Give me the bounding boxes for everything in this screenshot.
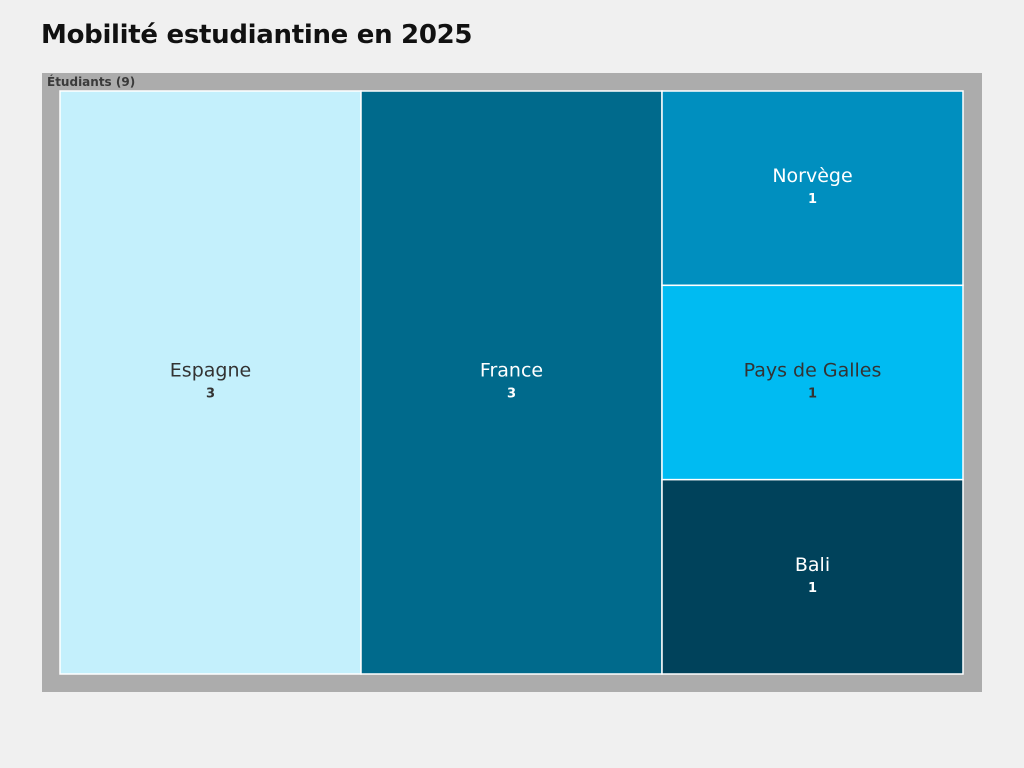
treemap-chart: Espagne 3 France 3 Norvège 1 Pays de Galles 1 Ba… [59, 90, 964, 675]
treemap-label-espagne: Espagne [170, 360, 251, 382]
treemap-cell-bali [661, 478, 964, 675]
treemap-value-norvege: 1 [808, 192, 817, 207]
treemap-label-bali: Bali [795, 554, 830, 576]
treemap-value-espagne: 3 [206, 387, 215, 402]
treemap-value-france: 3 [507, 387, 516, 402]
treemap-root-label: Étudiants (9) [47, 75, 136, 89]
treemap-cell-pays-de-galles [661, 284, 964, 481]
treemap-value-pays-de-galles: 1 [808, 387, 817, 402]
treemap-label-pays-de-galles: Pays de Galles [744, 360, 882, 382]
treemap-value-bali: 1 [808, 581, 817, 596]
treemap-root-container: Étudiants (9) Espagne 3 France 3 Norvège 1 Pay… [42, 73, 982, 692]
page-title: Mobilité estudiantine en 2025 [41, 20, 473, 50]
treemap-label-france: France [480, 360, 543, 382]
treemap-cell-espagne [59, 90, 362, 675]
treemap-cell-norvege [661, 90, 964, 287]
treemap-label-norvege: Norvège [772, 165, 852, 187]
treemap-cell-france [360, 90, 663, 675]
